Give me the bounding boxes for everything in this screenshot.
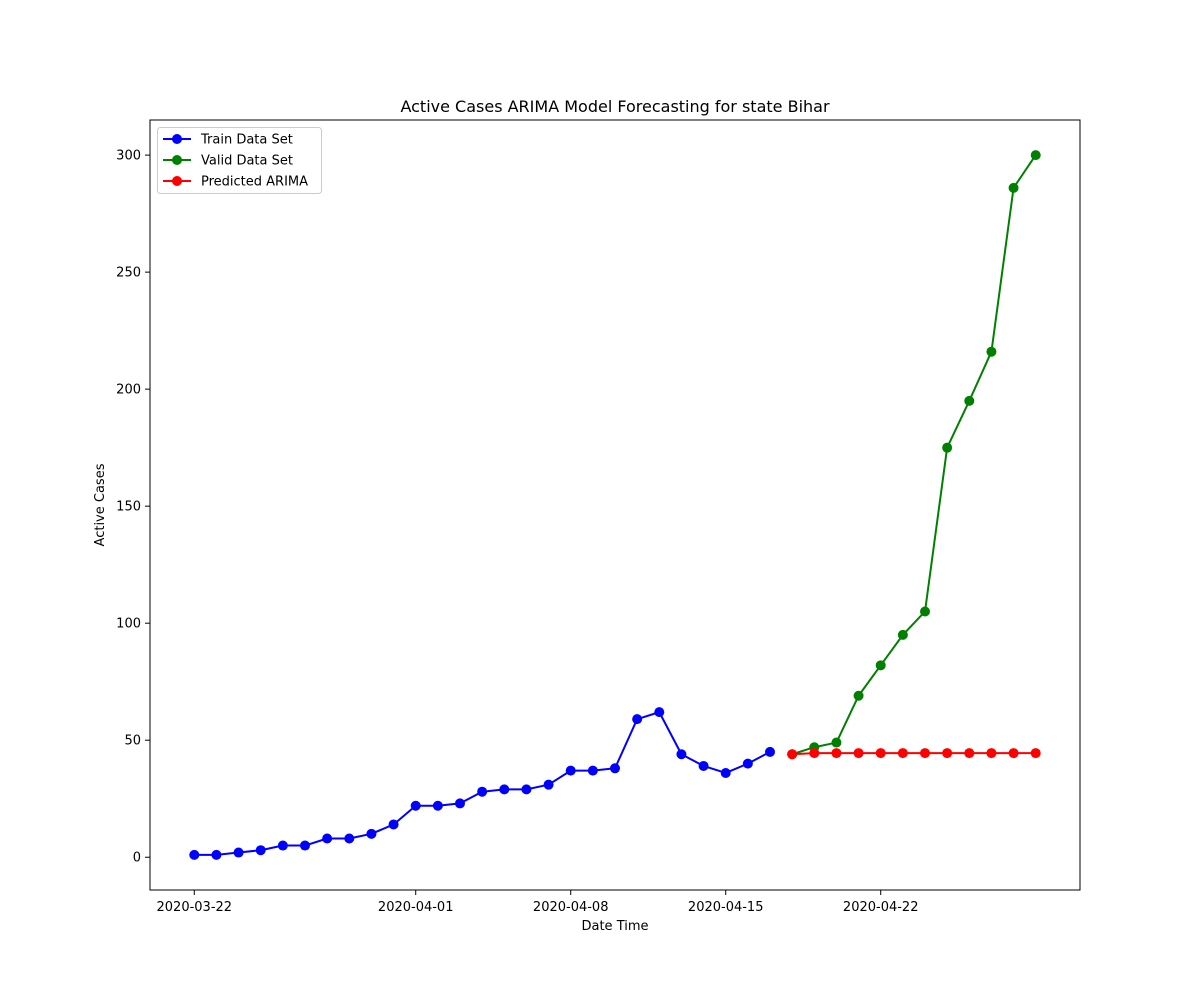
data-point-predicted-arima (1030, 748, 1041, 759)
data-point-predicted-arima (831, 748, 842, 759)
data-point-train-data-set (499, 784, 510, 795)
y-tick-label: 300 (116, 149, 141, 164)
data-point-valid-data-set (853, 690, 864, 701)
y-axis: 0 50 100 150 200 250 300 (116, 149, 150, 866)
y-tick-label: 200 (116, 383, 141, 398)
data-point-valid-data-set (964, 395, 975, 406)
data-point-train-data-set (632, 714, 643, 725)
legend: Train Data Set Valid Data Set Predicted AR… (157, 127, 322, 194)
data-point-train-data-set (322, 833, 333, 844)
data-point-valid-data-set (942, 442, 953, 453)
data-point-predicted-arima (875, 748, 886, 759)
data-point-train-data-set (233, 847, 244, 858)
data-point-train-data-set (765, 746, 775, 757)
series-line-predicted-arima (792, 752, 1036, 756)
data-point-train-data-set (300, 840, 310, 851)
series-layer (189, 150, 1041, 860)
plot-area (149, 119, 1081, 891)
x-axis-label: Date Time (581, 919, 648, 934)
legend-marker-train-data-set (172, 134, 182, 144)
y-tick-label: 50 (124, 734, 141, 749)
x-tick-label: 2020-04-01 (378, 900, 454, 915)
data-point-predicted-arima (942, 748, 953, 759)
data-point-train-data-set (610, 763, 620, 774)
y-tick-label: 150 (116, 500, 141, 515)
legend-label-predicted-arima: Predicted ARIMA (201, 175, 308, 190)
legend-label-train-data-set: Train Data Set (200, 133, 293, 148)
series-predicted-arima (787, 748, 1041, 760)
legend-label-valid-data-set: Valid Data Set (201, 154, 293, 169)
y-tick-label: 0 (133, 851, 141, 866)
data-point-predicted-arima (787, 749, 798, 760)
data-point-train-data-set (344, 833, 355, 844)
data-point-train-data-set (211, 849, 222, 860)
data-point-predicted-arima (809, 748, 820, 759)
data-point-valid-data-set (920, 606, 930, 617)
data-point-train-data-set (676, 749, 687, 760)
x-tick-label: 2020-03-22 (157, 900, 233, 915)
data-point-valid-data-set (875, 660, 886, 671)
data-point-train-data-set (388, 819, 399, 830)
x-axis: 2020-03-22 2020-04-01 2020-04-08 2020-04-15… (157, 890, 919, 915)
chart-title: Active Cases ARIMA Model Forecasting for… (400, 97, 830, 116)
series-train-data-set (189, 707, 775, 860)
data-point-predicted-arima (920, 748, 930, 759)
data-point-train-data-set (720, 767, 731, 778)
y-axis-label: Active Cases (93, 463, 108, 546)
data-point-valid-data-set (1008, 182, 1019, 193)
data-point-train-data-set (565, 765, 576, 776)
legend-marker-predicted-arima (172, 176, 182, 186)
data-point-predicted-arima (853, 748, 864, 759)
data-point-train-data-set (277, 840, 288, 851)
data-point-train-data-set (543, 779, 554, 790)
data-point-train-data-set (255, 845, 266, 856)
data-point-train-data-set (410, 800, 421, 811)
data-point-predicted-arima (1008, 748, 1019, 759)
data-point-valid-data-set (986, 346, 997, 357)
data-point-train-data-set (477, 786, 488, 797)
data-point-train-data-set (455, 798, 465, 809)
data-point-train-data-set (587, 765, 598, 776)
data-point-valid-data-set (1030, 150, 1041, 161)
data-point-train-data-set (366, 828, 377, 839)
data-point-predicted-arima (897, 748, 908, 759)
data-point-predicted-arima (986, 748, 997, 759)
y-tick-label: 100 (116, 617, 141, 632)
legend-box (157, 127, 322, 194)
legend-marker-valid-data-set (172, 155, 182, 165)
x-tick-label: 2020-04-22 (843, 900, 919, 915)
data-point-valid-data-set (897, 629, 908, 640)
y-tick-label: 250 (116, 266, 141, 281)
data-point-train-data-set (432, 800, 443, 811)
data-point-train-data-set (698, 760, 709, 771)
data-point-train-data-set (189, 849, 200, 860)
data-point-predicted-arima (964, 748, 975, 759)
x-tick-label: 2020-04-08 (533, 900, 609, 915)
x-tick-label: 2020-04-15 (688, 900, 764, 915)
data-point-train-data-set (742, 758, 753, 769)
data-point-train-data-set (521, 784, 532, 795)
data-point-valid-data-set (831, 737, 842, 748)
data-point-train-data-set (654, 707, 665, 718)
